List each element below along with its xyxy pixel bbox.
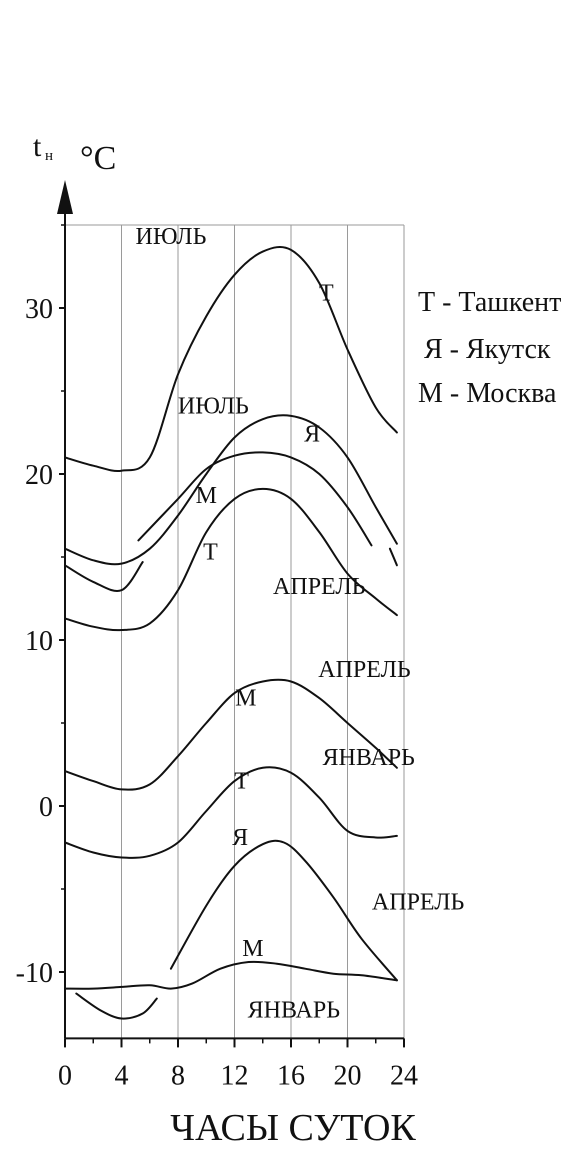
series-line-1 bbox=[64, 414, 398, 566]
series-line-8 bbox=[169, 839, 398, 982]
annotation-label: М bbox=[196, 483, 217, 509]
series-line-0 bbox=[64, 246, 398, 472]
y-tick-label: 0 bbox=[39, 792, 53, 823]
x-tick-label: 24 bbox=[390, 1060, 418, 1091]
series-group bbox=[64, 246, 398, 1020]
y-axis-label: t bbox=[33, 130, 42, 163]
annotation-label: ЯНВАРЬ bbox=[323, 745, 415, 771]
annotation-label: Т bbox=[319, 280, 334, 306]
legend-entry: М - Москва bbox=[418, 378, 557, 409]
y-axis-label-subscript: н bbox=[45, 148, 53, 164]
x-tick-label: 4 bbox=[115, 1060, 129, 1091]
annotations: ИЮЛЬ Т ИЮЛЬ Я М Т АПРЕЛЬ М АПРЕЛЬ Т ЯНВАРЬ Я АПРЕЛЬ М… bbox=[136, 224, 465, 1024]
annotation-label: М bbox=[242, 936, 263, 962]
annotation-label: Т bbox=[203, 539, 218, 565]
series-line-4 bbox=[388, 547, 398, 567]
annotation-label: АПРЕЛЬ bbox=[273, 574, 365, 600]
y-tick-label: 20 bbox=[25, 460, 53, 491]
annotation-label: Я bbox=[232, 825, 248, 851]
annotation-label: ЯНВАРЬ bbox=[248, 998, 340, 1024]
axes: 0 4 8 12 16 20 24 -10 0 10 20 30 bbox=[16, 180, 418, 1091]
x-tick-label: 20 bbox=[334, 1060, 362, 1091]
legend: Т - Ташкент Я - Якутск М - Москва bbox=[418, 287, 561, 409]
y-axis-unit: °C bbox=[80, 140, 116, 177]
x-axis-label: ЧАСЫ СУТОК bbox=[170, 1107, 416, 1149]
legend-entry: Т - Ташкент bbox=[418, 287, 561, 318]
series-line-5 bbox=[64, 487, 398, 632]
series-line-10 bbox=[75, 992, 158, 1020]
x-tick-label: 0 bbox=[58, 1060, 72, 1091]
annotation-label: М bbox=[235, 685, 256, 711]
x-tick-label: 8 bbox=[171, 1060, 185, 1091]
annotation-label: Я bbox=[304, 422, 320, 448]
grid-lines bbox=[65, 224, 405, 1039]
y-tick-label: 30 bbox=[25, 294, 53, 325]
annotation-label: Т bbox=[234, 768, 249, 794]
x-tick-label: 12 bbox=[221, 1060, 249, 1091]
annotation-label: АПРЕЛЬ bbox=[372, 890, 464, 916]
series-line-7 bbox=[64, 766, 398, 859]
legend-entry: Я - Якутск bbox=[424, 334, 551, 365]
x-tick-label: 16 bbox=[277, 1060, 305, 1091]
annotation-label: ИЮЛЬ bbox=[136, 224, 207, 250]
y-axis-arrow bbox=[57, 180, 73, 214]
annotation-label: ИЮЛЬ bbox=[178, 393, 249, 419]
series-line-6 bbox=[64, 678, 398, 791]
y-tick-label: -10 bbox=[16, 958, 53, 989]
annotation-label: АПРЕЛЬ bbox=[318, 657, 410, 683]
series-line-9 bbox=[64, 960, 398, 990]
y-tick-label: 10 bbox=[25, 626, 53, 657]
series-line-3 bbox=[137, 451, 373, 547]
series-line-2 bbox=[64, 561, 144, 592]
